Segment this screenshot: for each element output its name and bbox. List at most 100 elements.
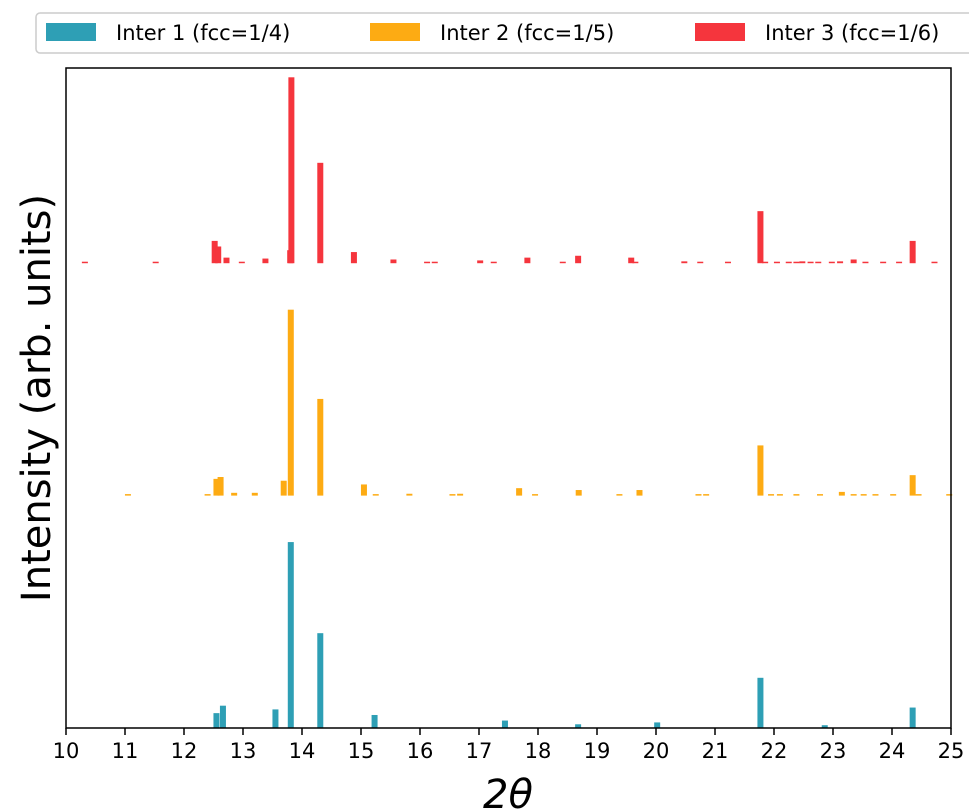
bar [287,309,294,496]
bar [81,261,88,264]
series-3 [81,77,938,264]
bar [477,260,484,264]
bar [909,707,916,728]
bar [681,261,688,264]
bar [915,494,922,496]
bar [575,724,582,728]
bar [223,257,230,264]
bar [890,494,897,496]
legend-swatch [695,23,745,41]
bar [762,261,769,264]
bar [872,494,879,496]
bar [532,494,539,496]
x-tick-label: 21 [702,739,729,763]
bar [124,494,131,496]
bar [501,720,508,728]
bar [695,494,702,496]
bar [837,261,844,264]
bar [909,475,916,496]
bar [860,494,867,496]
y-axis-label: Intensity (arb. units) [14,194,60,602]
bar [931,261,938,264]
bar [757,445,764,496]
bar [828,261,835,264]
bar [616,494,623,496]
x-tick-label: 18 [525,739,552,763]
x-tick-label: 19 [584,739,611,763]
x-tick-label: 15 [348,739,375,763]
bar [372,494,379,496]
bar [703,494,710,496]
bar [793,261,800,264]
x-tick-label: 12 [171,739,198,763]
bar [371,714,378,728]
bar [317,398,324,496]
bar [862,261,869,264]
bar [896,261,903,264]
bar [251,492,258,496]
bar [424,261,431,264]
bar [213,478,220,496]
bar [768,494,775,496]
legend-label: Inter 1 (fcc=1/4) [116,21,290,45]
bar [211,240,218,264]
bar [490,261,497,264]
series-1 [213,542,916,728]
legend-label: Inter 3 (fcc=1/6) [765,21,939,45]
x-tick-label: 11 [112,739,139,763]
bar [628,257,635,264]
bar [850,259,857,264]
bar [280,480,287,496]
bar [697,261,704,264]
bar [793,494,800,496]
bar [817,494,824,496]
bar [431,261,438,264]
bar [799,261,806,264]
bar [272,709,279,728]
bar [838,491,845,496]
legend: Inter 1 (fcc=1/4) Inter 2 (fcc=1/5) Inter … [35,12,969,54]
bar [815,261,822,264]
x-tick-label: 13 [230,739,257,763]
bar [654,722,661,728]
bar [724,261,731,264]
bar [213,713,220,728]
bar [946,494,953,496]
bar [524,257,531,264]
x-tick-label: 14 [289,739,316,763]
bar [288,77,295,264]
x-axis-label: 2θ [483,772,533,812]
x-tick-label: 16 [407,739,434,763]
bar [559,261,566,264]
x-tick-label: 25 [938,739,965,763]
x-axis-ticks: 10 11 12 13 14 15 16 17 18 19 20 21 22 23 24 25 [53,728,965,763]
x-tick-label: 20 [643,739,670,763]
bar [360,484,367,496]
bar [152,261,159,264]
x-tick-label: 10 [53,739,80,763]
series-2 [124,309,953,496]
bar [238,261,245,264]
bars-layer [81,77,953,728]
bar [807,261,814,264]
x-tick-label: 24 [879,739,906,763]
bar [219,705,226,728]
bar [757,211,764,264]
bar [317,162,324,264]
bar [215,246,222,264]
bar [632,261,639,264]
bar [516,488,523,496]
bar [231,492,238,496]
legend-swatch [46,23,96,41]
bar [217,477,224,496]
x-tick-label: 23 [820,739,847,763]
bar [850,494,857,496]
legend-label: Inter 2 (fcc=1/5) [440,21,614,45]
x-tick-label: 17 [466,739,493,763]
bar [350,252,357,264]
bar [773,261,780,264]
bar [909,240,916,264]
bar [262,258,269,264]
bar [317,633,324,728]
